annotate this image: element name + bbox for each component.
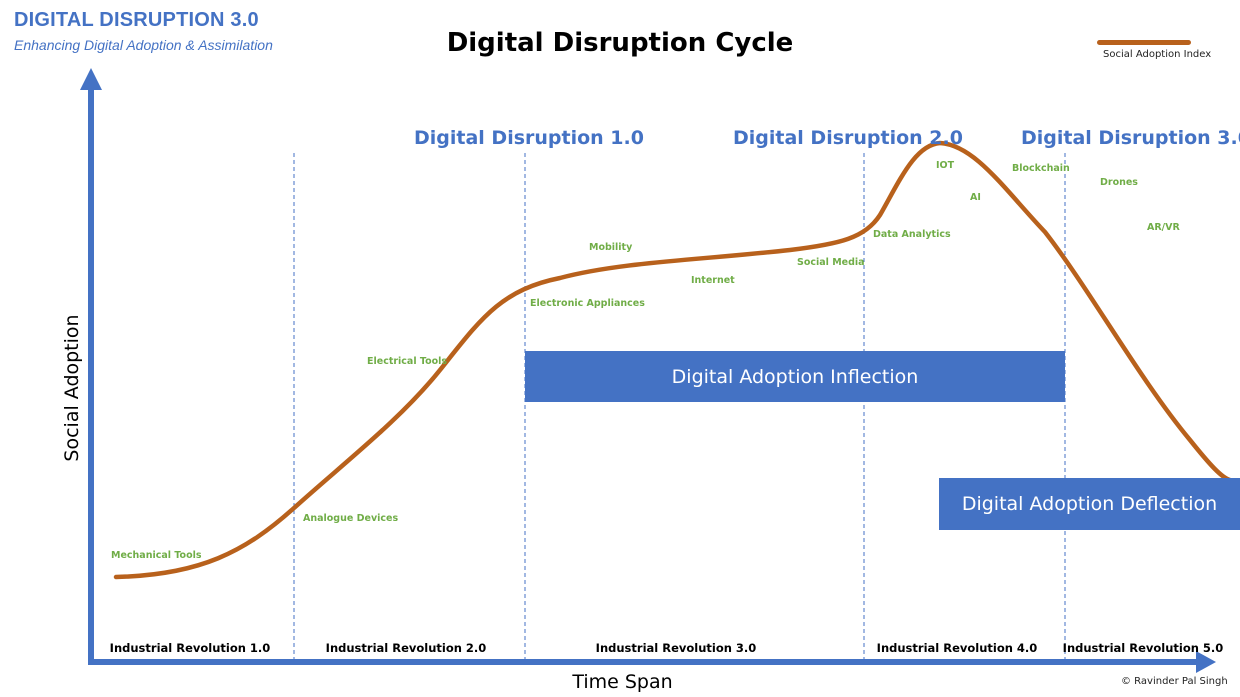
revolution-label-5: Industrial Revolution 5.0 (1062, 641, 1224, 655)
tech-label-mechanical-tools: Mechanical Tools (111, 550, 202, 561)
deflection-box: Digital Adoption Deflection (939, 478, 1240, 530)
social-adoption-curve (113, 140, 1233, 580)
inflection-box: Digital Adoption Inflection (525, 351, 1065, 402)
copyright-text: © Ravinder Pal Singh (1121, 676, 1228, 687)
era-heading-3: Digital Disruption 3.0 (1021, 127, 1240, 149)
x-axis-label: Time Span (572, 671, 673, 693)
legend-label: Social Adoption Index (1103, 49, 1212, 60)
legend-swatch (1097, 40, 1191, 45)
y-axis-arrowhead (80, 68, 102, 90)
tech-label-electrical-tools: Electrical Tools (367, 356, 448, 367)
tech-label-iot: IOT (936, 160, 955, 171)
tech-label-social-media: Social Media (797, 257, 865, 268)
brand-title: DIGITAL DISRUPTION 3.0 (14, 9, 259, 31)
tech-label-internet: Internet (691, 275, 735, 286)
tech-label-mobility: Mobility (589, 242, 633, 253)
revolution-label-2: Industrial Revolution 2.0 (325, 641, 487, 655)
x-axis-arrowhead (1196, 651, 1216, 673)
tech-label-ai: AI (970, 192, 981, 203)
revolution-label-4: Industrial Revolution 4.0 (876, 641, 1038, 655)
era-heading-2: Digital Disruption 2.0 (733, 127, 963, 149)
diagram-title: Digital Disruption Cycle (446, 28, 794, 58)
tech-label-blockchain: Blockchain (1012, 163, 1070, 174)
era-heading-1: Digital Disruption 1.0 (414, 127, 644, 149)
revolution-label-1: Industrial Revolution 1.0 (109, 641, 271, 655)
tech-label-electronic-appliances: Electronic Appliances (530, 298, 645, 309)
tech-label-ar-vr: AR/VR (1147, 222, 1180, 233)
tech-label-data-analytics: Data Analytics (873, 229, 951, 240)
y-axis-label: Social Adoption (61, 314, 83, 462)
tech-label-drones: Drones (1100, 177, 1138, 188)
revolution-label-3: Industrial Revolution 3.0 (595, 641, 757, 655)
tech-label-analogue-devices: Analogue Devices (303, 513, 399, 524)
brand-subtitle: Enhancing Digital Adoption & Assimilatio… (14, 37, 273, 53)
